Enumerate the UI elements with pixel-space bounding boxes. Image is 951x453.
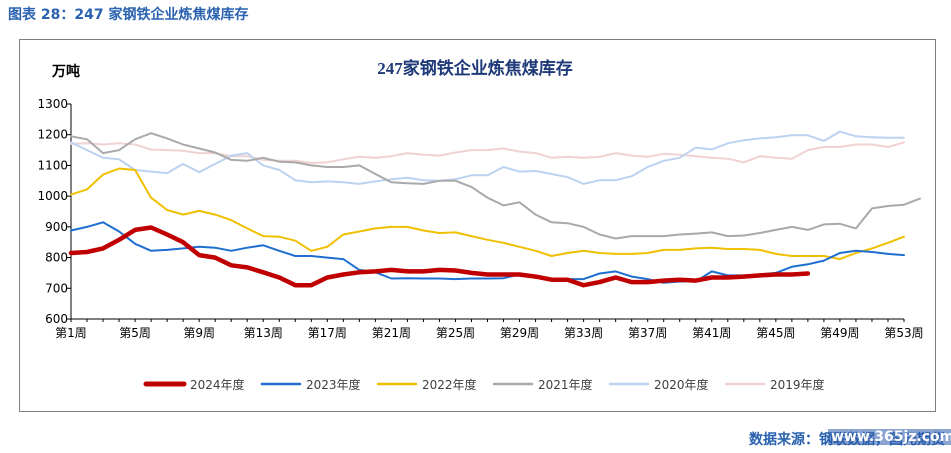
legend-label: 2022年度	[422, 377, 477, 392]
legend-label: 2024年度	[190, 377, 245, 392]
x-tick-label: 第13周	[244, 326, 283, 340]
x-tick-label: 第25周	[436, 326, 475, 340]
chart-title: 247家钢铁企业炼焦煤库存	[377, 58, 573, 78]
figure-caption: 图表 28：247 家钢铁企业炼焦煤库存	[8, 7, 249, 23]
y-tick-label: 1100	[37, 158, 68, 172]
x-tick-label: 第37周	[628, 326, 667, 340]
x-tick-label: 第49周	[820, 326, 859, 340]
series-line-2021年度	[70, 132, 921, 240]
legend-label: 2020年度	[654, 377, 709, 392]
legend: 2024年度 2023年度 2022年度 2021年度 2020年度 2019年度	[143, 377, 825, 392]
series-line-2020年度	[70, 130, 905, 185]
y-tick-label: 1200	[37, 128, 68, 142]
legend-label: 2019年度	[770, 377, 825, 392]
x-axis: 第1周 第5周 第9周 第13周 第17周 第21周 第25周 第29周 第33周 第37周 第41…	[55, 318, 924, 340]
chart-frame: 247家钢铁企业炼焦煤库存 万吨 600 700 800 900 1000 1100 120…	[19, 39, 936, 412]
legend-label: 2021年度	[538, 377, 593, 392]
x-tick-label: 第21周	[372, 326, 411, 340]
x-tick-label: 第53周	[884, 326, 923, 340]
x-tick-label: 第5周	[119, 326, 151, 340]
series-layer	[68, 130, 921, 288]
y-axis-unit-label: 万吨	[51, 63, 80, 80]
x-tick-label: 第29周	[500, 326, 539, 340]
legend-label: 2023年度	[306, 377, 361, 392]
series-line-2024年度	[68, 225, 811, 288]
watermark: www.365jz.com	[828, 429, 951, 445]
y-tick-label: 900	[45, 220, 68, 234]
y-tick-label: 700	[45, 281, 68, 295]
y-tick-label: 1300	[37, 97, 68, 111]
x-tick-label: 第33周	[564, 326, 603, 340]
series-line-2022年度	[70, 167, 905, 261]
line-chart: 247家钢铁企业炼焦煤库存 万吨 600 700 800 900 1000 1100 120…	[37, 58, 924, 392]
y-axis: 600 700 800 900 1000 1100 1200 1300	[37, 97, 72, 326]
series-line-2019年度	[70, 141, 905, 164]
y-tick-label: 800	[45, 251, 68, 265]
y-tick-label: 1000	[37, 189, 68, 203]
x-tick-label: 第1周	[55, 326, 87, 340]
y-tick-label: 600	[45, 312, 68, 326]
x-tick-label: 第17周	[308, 326, 347, 340]
x-tick-label: 第41周	[692, 326, 731, 340]
x-tick-label: 第9周	[183, 326, 215, 340]
x-tick-label: 第45周	[756, 326, 795, 340]
